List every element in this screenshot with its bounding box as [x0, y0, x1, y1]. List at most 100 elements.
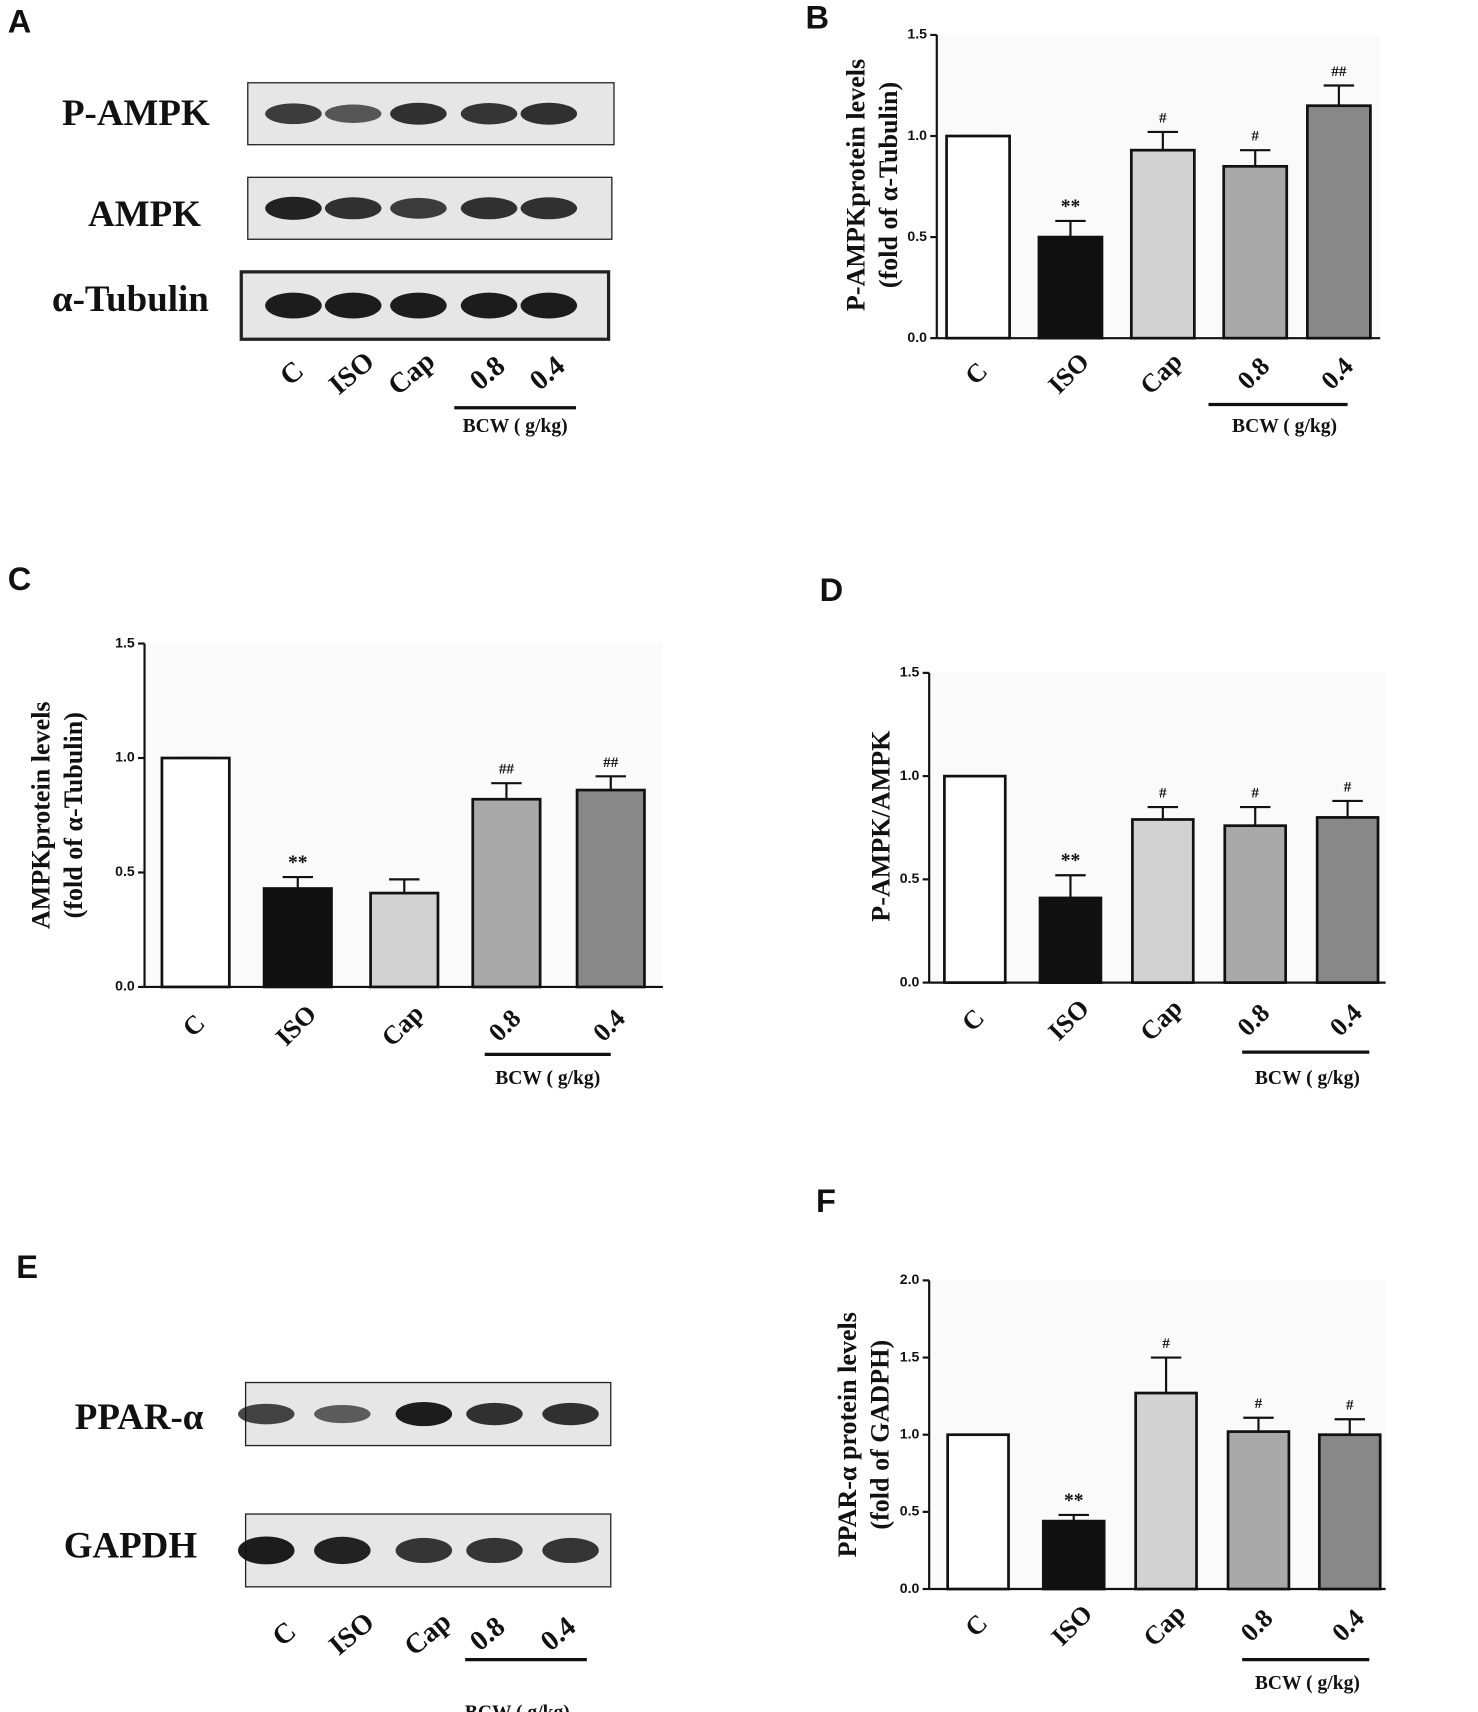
x-tick-label: C — [959, 356, 993, 390]
significance-label: # — [1159, 785, 1167, 802]
x-tick-label: 0.8 — [483, 1004, 527, 1048]
y-tick-label: 0.0 — [900, 1580, 920, 1596]
bar — [1315, 816, 1380, 984]
lane-label: ISO — [323, 346, 380, 401]
x-tick-label: 0.4 — [1324, 998, 1368, 1042]
x-tick-label: ISO — [270, 999, 322, 1051]
significance-label: # — [1346, 1397, 1354, 1414]
significance-label: ## — [499, 761, 515, 778]
blot-band — [390, 292, 447, 319]
bar — [1226, 1430, 1291, 1591]
x-tick-label: 0.4 — [1315, 352, 1359, 396]
x-tick-label: Cap — [1134, 993, 1187, 1046]
blot-band — [265, 103, 322, 125]
group-label: BCW ( g/kg) — [465, 1702, 570, 1712]
significance-label: ** — [288, 853, 308, 874]
y-tick-label: 0.0 — [115, 978, 135, 994]
y-tick-label: 1.5 — [115, 634, 135, 650]
bar — [1222, 164, 1289, 340]
panel-label: C — [8, 560, 32, 597]
y-tick-label: 0.5 — [900, 1503, 920, 1519]
blot-row-label: α-Tubulin — [52, 278, 209, 319]
blot-row-label: AMPK — [88, 193, 201, 234]
group-label: BCW ( g/kg) — [1255, 1068, 1360, 1089]
blot-band — [265, 196, 322, 220]
blot-row-label: GAPDH — [64, 1524, 198, 1565]
blot-band — [542, 1537, 599, 1564]
panel-label: F — [816, 1182, 836, 1219]
blot-band — [466, 1537, 523, 1564]
bar — [945, 134, 1011, 340]
y-axis-label: P-AMPK/AMPK — [867, 730, 896, 922]
bar — [471, 797, 542, 989]
lane-label: C — [267, 1616, 303, 1653]
blot-band — [520, 292, 578, 319]
blot-band — [314, 1404, 371, 1424]
lane-label: 0.8 — [464, 1611, 511, 1657]
y-tick-label: 0.5 — [900, 870, 920, 886]
y-axis-label: P-AMPKprotein levels — [842, 59, 871, 311]
y-tick-label: 1.5 — [900, 1348, 920, 1364]
bar — [1223, 824, 1288, 984]
bar — [943, 774, 1007, 984]
group-label: BCW ( g/kg) — [463, 416, 568, 437]
lane-label: 0.4 — [524, 350, 571, 396]
significance-label: ## — [603, 754, 619, 771]
panel-label: E — [16, 1248, 38, 1285]
bar — [1131, 818, 1195, 984]
bar — [575, 788, 646, 989]
blot-band — [460, 197, 518, 220]
x-tick-label: 0.8 — [1232, 998, 1276, 1042]
blot-band — [395, 1401, 453, 1427]
y-axis-label: (fold of α-Tubulin) — [59, 712, 88, 918]
x-tick-label: C — [956, 1003, 990, 1037]
bar — [1038, 896, 1103, 984]
significance-label: ** — [1061, 851, 1081, 872]
blot-band — [324, 197, 382, 220]
y-tick-label: 2.0 — [900, 1271, 920, 1287]
x-tick-label: Cap — [1138, 1599, 1191, 1652]
blot-band — [520, 102, 578, 125]
x-tick-label: 0.4 — [587, 1004, 631, 1048]
panel-label: D — [820, 571, 844, 608]
panel-label: A — [8, 3, 32, 40]
group-label: BCW ( g/kg) — [1232, 416, 1337, 437]
x-tick-label: 0.4 — [1326, 1603, 1370, 1647]
x-tick-label: C — [959, 1608, 993, 1642]
x-tick-label: 0.8 — [1235, 1603, 1279, 1647]
x-tick-label: ISO — [1043, 347, 1095, 399]
lane-label: ISO — [323, 1607, 380, 1662]
y-tick-label: 1.5 — [900, 664, 920, 680]
y-tick-label: 1.0 — [115, 749, 135, 765]
group-label: BCW ( g/kg) — [1255, 1673, 1360, 1694]
bar — [369, 891, 440, 989]
y-tick-label: 1.0 — [900, 1425, 920, 1441]
blot-band — [324, 104, 382, 123]
lane-label: 0.8 — [464, 350, 511, 396]
lane-label: Cap — [399, 1606, 457, 1662]
y-tick-label: 0.5 — [907, 228, 927, 244]
significance-label: ** — [1061, 196, 1081, 217]
y-axis-label: AMPKprotein levels — [26, 701, 55, 929]
y-axis-label: PPAR-α protein levels — [833, 1312, 862, 1557]
blot-band — [395, 1537, 453, 1564]
y-axis-label: (fold of GADPH) — [865, 1340, 894, 1530]
significance-label: # — [1162, 1335, 1170, 1352]
group-label: BCW ( g/kg) — [495, 1068, 600, 1089]
y-tick-label: 1.0 — [907, 127, 927, 143]
bar — [1306, 104, 1372, 340]
blot-band — [466, 1402, 523, 1426]
y-tick-label: 1.5 — [907, 26, 927, 42]
y-axis-label: (fold of α-Tubulin) — [874, 82, 903, 288]
significance-label: # — [1159, 109, 1167, 126]
bar — [946, 1433, 1010, 1591]
blot-row-label: PPAR-α — [75, 1396, 204, 1437]
bar — [1037, 235, 1104, 340]
y-tick-label: 0.0 — [907, 329, 927, 345]
y-tick-label: 1.0 — [900, 767, 920, 783]
x-tick-label: Cap — [1134, 347, 1187, 400]
significance-label: # — [1255, 1395, 1263, 1412]
blot-band — [238, 1536, 295, 1565]
significance-label: ** — [1064, 1490, 1084, 1511]
